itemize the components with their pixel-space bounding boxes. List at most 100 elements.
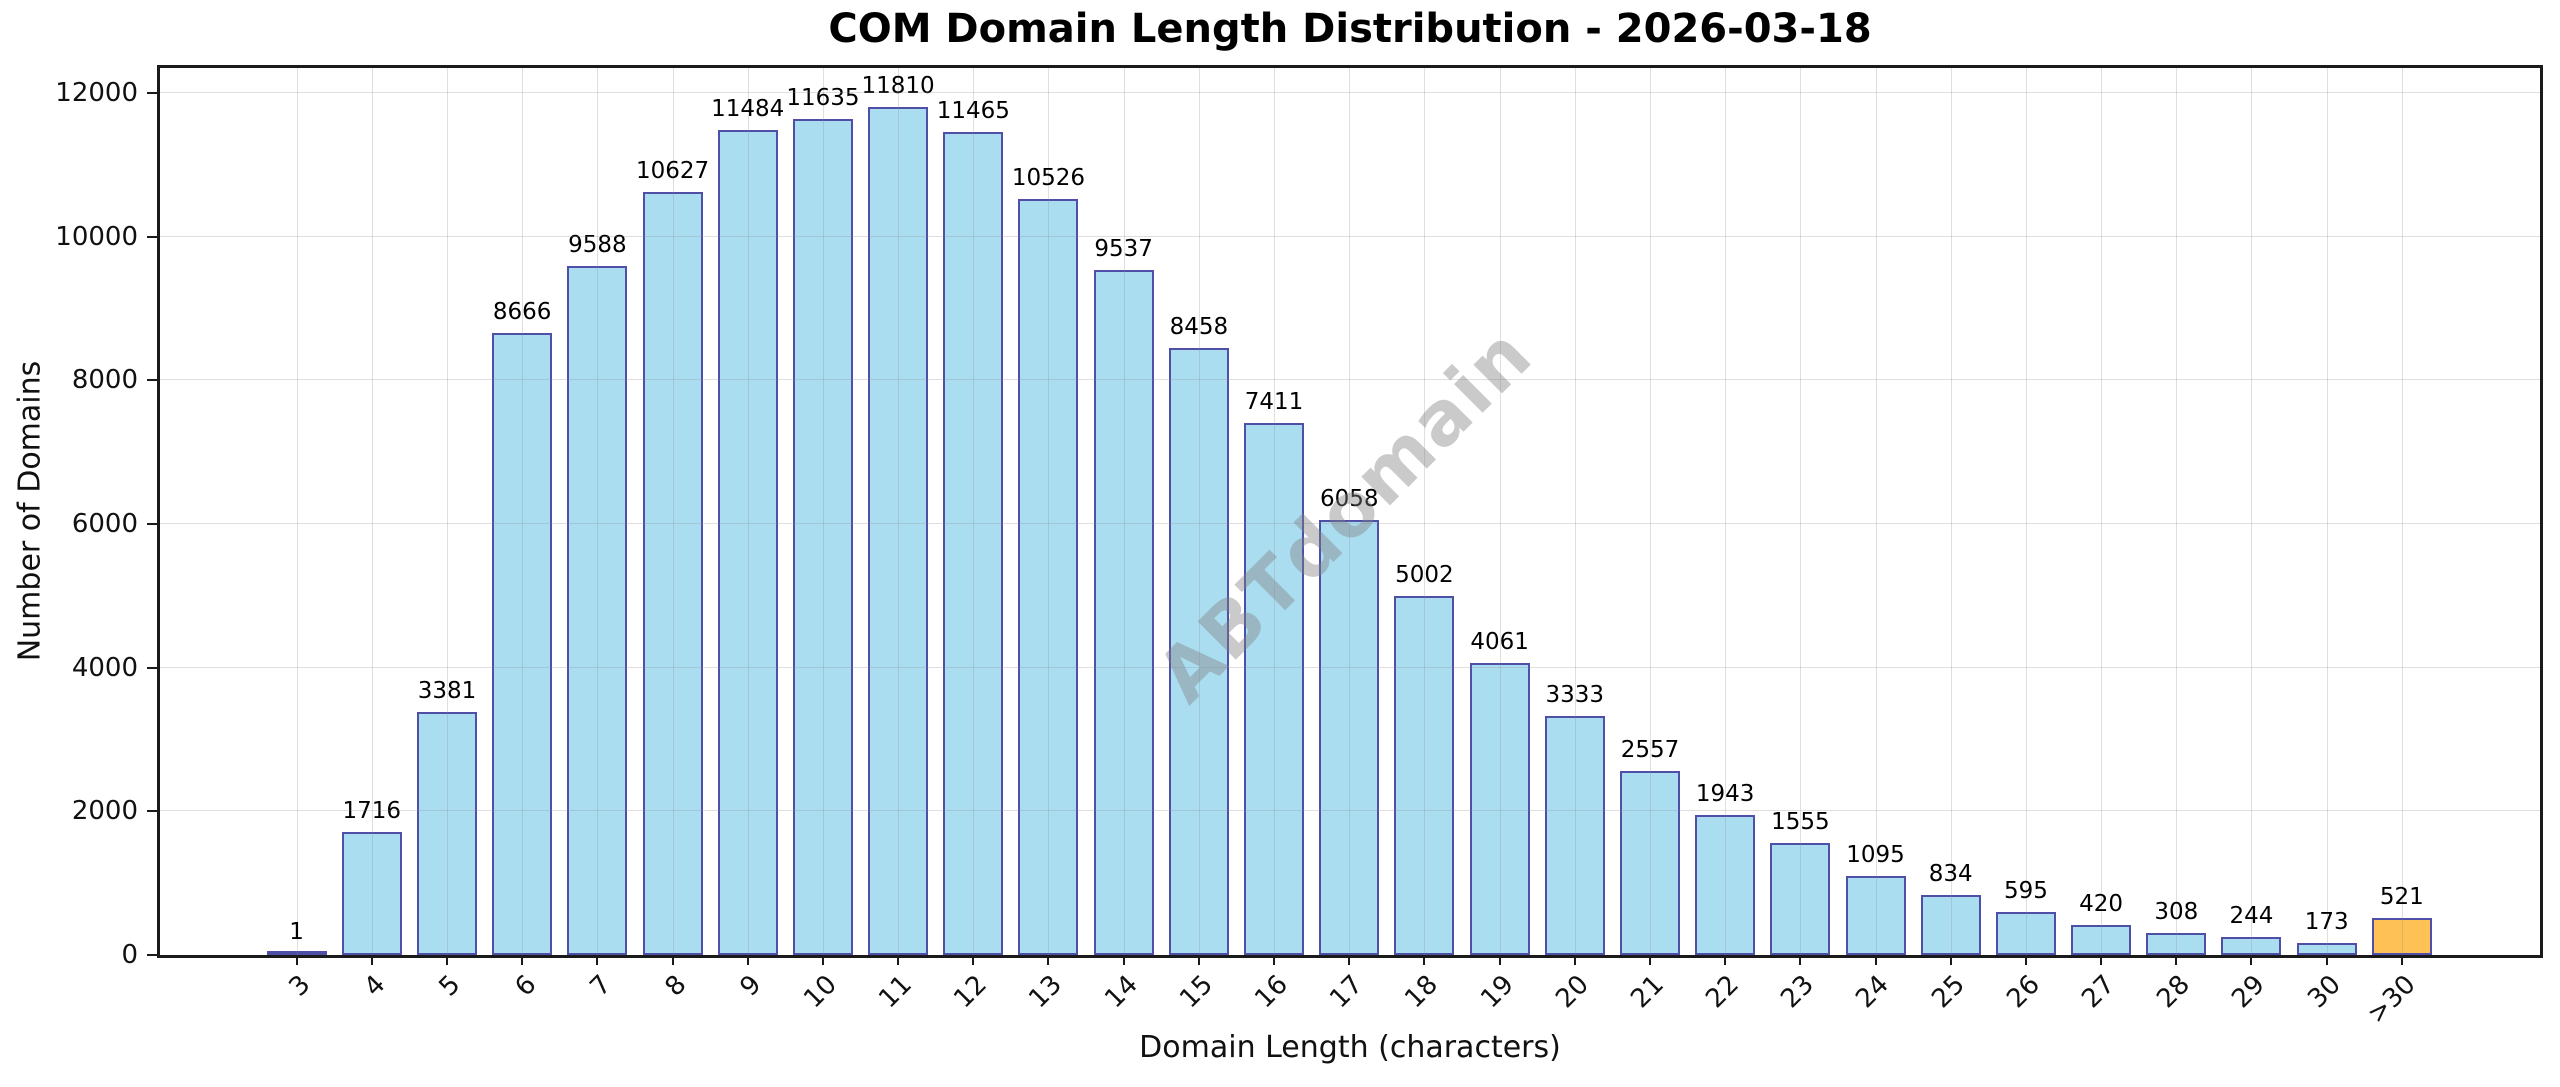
x-tick-label: 29 bbox=[2226, 969, 2272, 1015]
x-tick-mark bbox=[1648, 955, 1651, 965]
bar-slot-14: 9537 14 bbox=[1086, 68, 1161, 1014]
bar-value-label: 11484 bbox=[711, 96, 785, 123]
x-tick-label: 18 bbox=[1399, 969, 1445, 1015]
bar-value-label: 8666 bbox=[492, 298, 552, 325]
x-tick-label: 10 bbox=[798, 969, 843, 1015]
bar-slot-16: 7411 16 bbox=[1236, 68, 1311, 1014]
x-tick-mark bbox=[671, 955, 674, 965]
x-tick-label: 15 bbox=[1174, 969, 1219, 1015]
y-tick-mark bbox=[147, 954, 157, 956]
x-tick-label: 17 bbox=[1324, 969, 1370, 1015]
bar-slot-26: 595 26 bbox=[1988, 68, 2063, 1014]
bar-value-label: 3333 bbox=[1545, 681, 1605, 708]
bar-value-label: 1555 bbox=[1771, 809, 1830, 836]
x-tick-label: 13 bbox=[1023, 969, 1069, 1015]
x-tick-label: 24 bbox=[1850, 969, 1896, 1015]
gridline-vertical bbox=[2401, 68, 2403, 955]
bar-value-label: 1 bbox=[289, 919, 304, 945]
y-tick-mark bbox=[147, 666, 157, 669]
x-tick-mark bbox=[1799, 955, 1802, 965]
x-tick-mark bbox=[1573, 955, 1576, 965]
x-tick-label: 21 bbox=[1625, 969, 1670, 1015]
bar-value-label: 1943 bbox=[1695, 781, 1755, 808]
bar-slot-27: 420 27 bbox=[2064, 68, 2139, 1014]
y-tick-label: 8000 bbox=[71, 365, 138, 396]
x-tick-mark bbox=[2250, 955, 2253, 965]
bar-18 bbox=[1394, 595, 1455, 955]
bar-slot-5: 3381 5 bbox=[409, 68, 484, 1002]
x-tick-label: 5 bbox=[433, 969, 467, 1003]
x-tick-mark bbox=[521, 955, 524, 965]
x-tick-label: 11 bbox=[873, 969, 918, 1015]
y-tick-mark bbox=[147, 523, 157, 526]
chart-title: COM Domain Length Distribution - 2026-03… bbox=[828, 6, 1872, 52]
bar-slot-13: 10526 13 bbox=[1011, 68, 1086, 1014]
bar-value-label: 244 bbox=[2229, 903, 2274, 930]
bar-slot-22: 1943 22 bbox=[1688, 68, 1763, 1014]
bar-4 bbox=[341, 831, 402, 955]
bar-26 bbox=[1995, 912, 2056, 955]
bar-3 bbox=[266, 951, 327, 955]
bar-slot-25: 834 25 bbox=[1913, 68, 1988, 1014]
bar-28 bbox=[2146, 932, 2207, 955]
x-tick-mark bbox=[2024, 955, 2027, 965]
bar-value-label: 5002 bbox=[1395, 561, 1454, 588]
bar-slot-8: 10627 8 bbox=[635, 68, 710, 1002]
x-tick-label: 26 bbox=[2001, 969, 2046, 1015]
y-tick-label: 6000 bbox=[71, 509, 138, 540]
x-axis-label: Domain Length (characters) bbox=[1139, 1030, 1561, 1065]
x-tick-label: 16 bbox=[1249, 969, 1294, 1015]
bar-slot-19: 4061 19 bbox=[1462, 68, 1537, 1014]
bar-value-label: 1095 bbox=[1846, 842, 1905, 869]
x-tick-mark bbox=[2175, 955, 2178, 965]
bar-value-label: 8458 bbox=[1169, 313, 1229, 340]
x-tick-mark bbox=[1197, 955, 1200, 965]
bar-24 bbox=[1845, 876, 1906, 955]
bar-slot->30: 521 >30 bbox=[2362, 68, 2439, 1030]
bar-value-label: 11810 bbox=[861, 72, 935, 99]
bar-22 bbox=[1695, 815, 1756, 955]
bar-15 bbox=[1168, 347, 1229, 955]
bar-5 bbox=[416, 712, 477, 955]
bar-value-label: 11635 bbox=[786, 85, 860, 112]
y-tick-label: 2000 bbox=[71, 796, 138, 827]
x-tick-mark bbox=[596, 955, 599, 965]
x-tick-mark bbox=[1949, 955, 1952, 965]
bar-value-label: 10526 bbox=[1011, 165, 1086, 192]
bar-value-label: 10627 bbox=[635, 157, 710, 184]
x-tick-label: 23 bbox=[1775, 969, 1821, 1015]
bar-value-label: 595 bbox=[2003, 878, 2048, 905]
bar-value-label: 420 bbox=[2079, 890, 2124, 917]
x-tick-label: 8 bbox=[659, 969, 693, 1003]
bar-value-label: 7411 bbox=[1244, 388, 1304, 415]
x-tick-label: 12 bbox=[948, 969, 994, 1015]
bar-slot-11: 11810 11 bbox=[861, 68, 936, 1014]
bar-12 bbox=[943, 131, 1004, 955]
gridline-vertical bbox=[2176, 68, 2178, 955]
x-tick-label: 6 bbox=[509, 969, 542, 1003]
bar-value-label: 11465 bbox=[936, 97, 1010, 124]
y-tick-mark bbox=[147, 92, 157, 95]
bar-20 bbox=[1544, 715, 1605, 955]
gridline-vertical bbox=[1950, 68, 1952, 955]
x-tick-label: >30 bbox=[2361, 969, 2422, 1030]
bar-slot-29: 244 29 bbox=[2214, 68, 2289, 1014]
x-tick-label: 20 bbox=[1549, 969, 1595, 1015]
x-tick-mark bbox=[2100, 955, 2103, 965]
x-tick-label: 27 bbox=[2076, 969, 2121, 1015]
bars-container: 1 3 1716 4 3381 5 8666 6 9588 7 10627 8 11484 9 11635 1… bbox=[259, 68, 2439, 1030]
bar-slot-12: 11465 12 bbox=[936, 68, 1011, 1014]
x-tick-label: 7 bbox=[584, 969, 618, 1003]
y-tick-label: 12000 bbox=[55, 78, 138, 109]
x-tick-mark bbox=[445, 955, 448, 965]
gridline-vertical bbox=[2251, 68, 2253, 955]
bar-slot-21: 2557 21 bbox=[1612, 68, 1687, 1014]
x-tick-label: 4 bbox=[358, 969, 392, 1003]
bar-slot-20: 3333 20 bbox=[1537, 68, 1612, 1014]
bar-value-label: 9537 bbox=[1094, 236, 1153, 263]
bar-11 bbox=[868, 106, 929, 955]
bar-14 bbox=[1093, 270, 1154, 955]
x-tick-mark bbox=[1423, 955, 1426, 965]
x-tick-mark bbox=[370, 955, 373, 965]
